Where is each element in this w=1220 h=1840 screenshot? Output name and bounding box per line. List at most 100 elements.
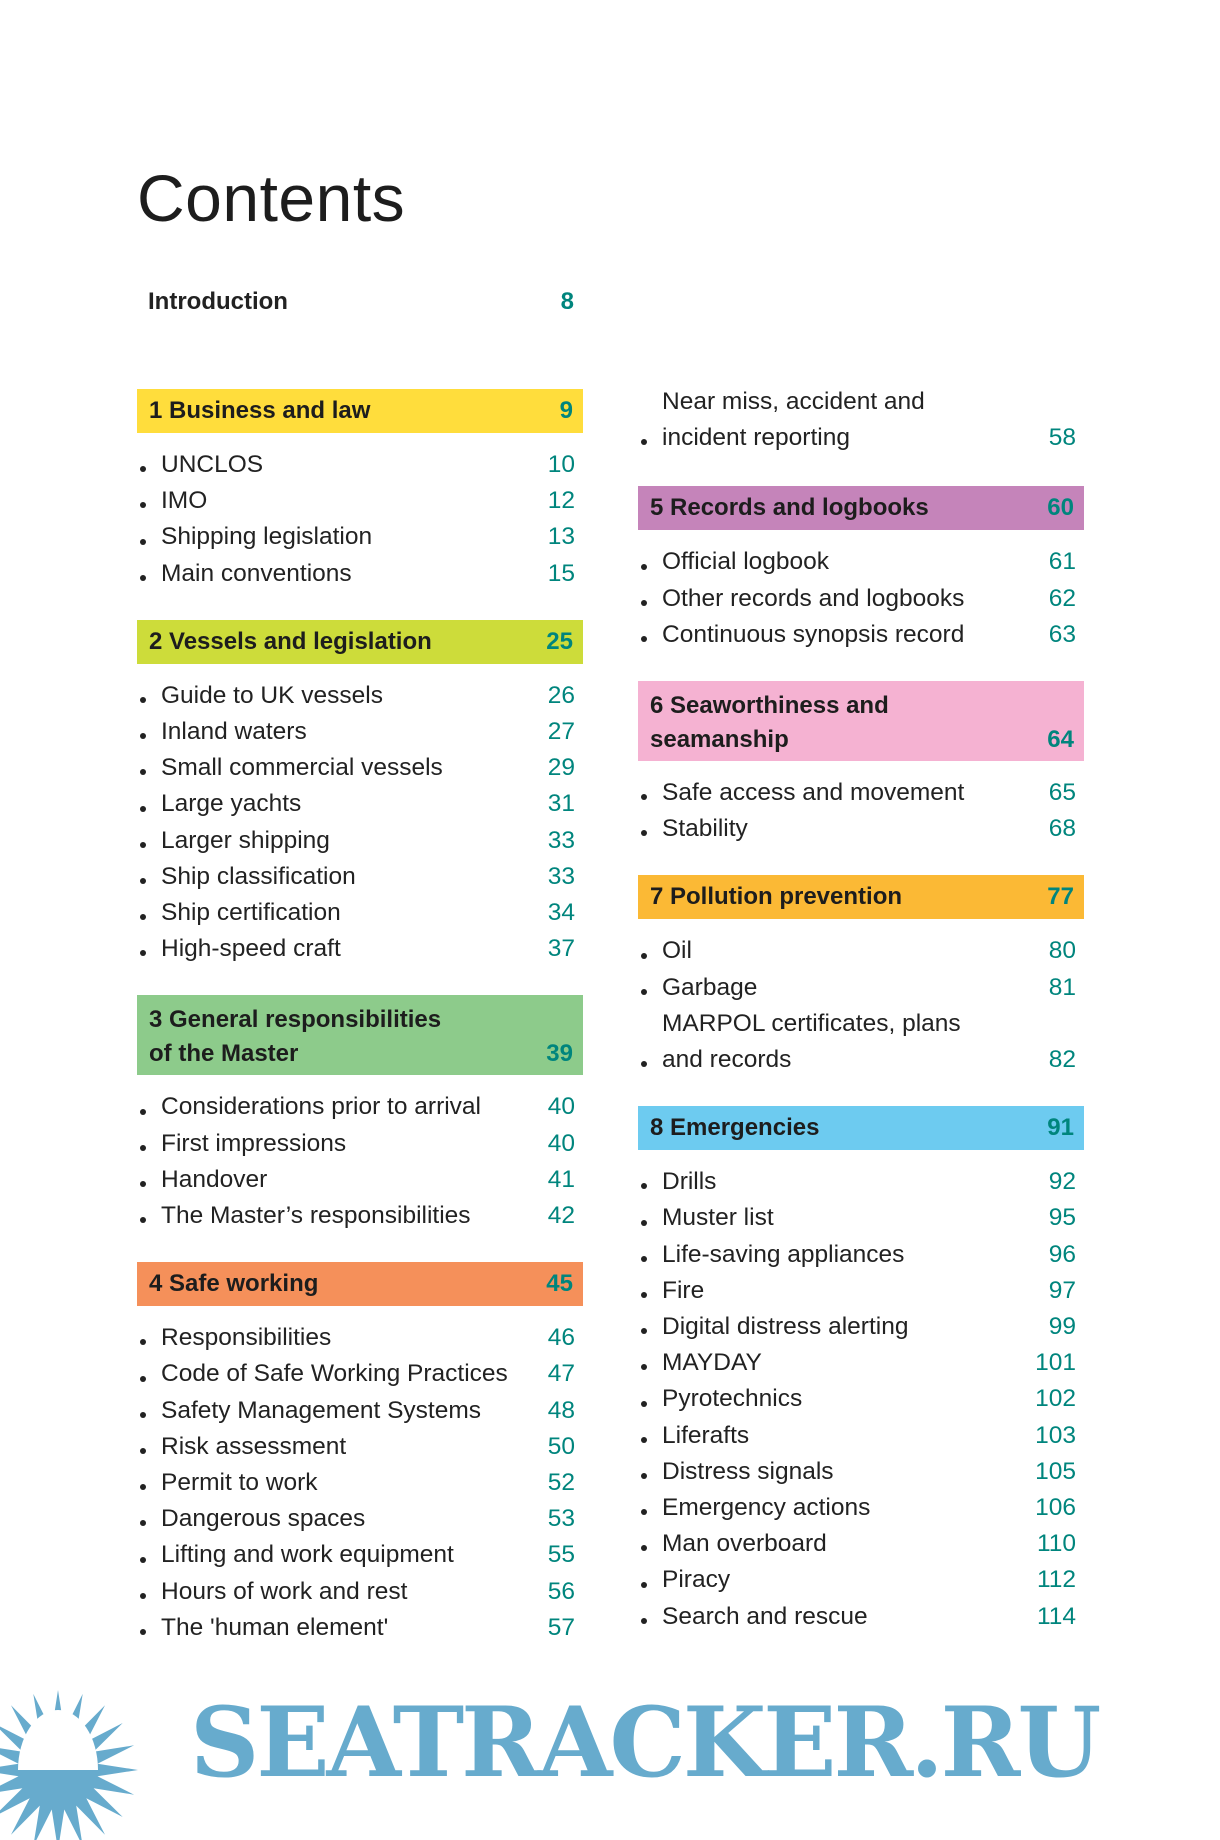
- page-number: 95: [1048, 1204, 1076, 1232]
- page-number: 63: [1048, 620, 1076, 648]
- page-number: 45: [546, 1270, 573, 1298]
- toc-item[interactable]: Piracy 112: [638, 1562, 1084, 1598]
- section-title-text: Vessels and legislation: [169, 627, 432, 655]
- toc-item[interactable]: Guide to UK vessels 26: [137, 678, 583, 714]
- section-header-5[interactable]: 5 Records and logbooks 60: [638, 486, 1084, 531]
- item-title: Digital distress alerting: [662, 1313, 909, 1341]
- toc-item[interactable]: Emergency actions 106: [638, 1490, 1084, 1526]
- item-title: High-speed craft: [161, 935, 341, 963]
- toc-section: 2 Vessels and legislation 25 Guide to UK v…: [137, 619, 583, 968]
- item-title: Risk assessment: [161, 1432, 347, 1460]
- section-header-8[interactable]: 8 Emergencies 91: [638, 1106, 1084, 1151]
- toc-item[interactable]: Shipping legislation 13: [137, 519, 583, 555]
- page-number: 99: [1048, 1313, 1076, 1341]
- page-number: 97: [1048, 1276, 1076, 1304]
- page-number: 80: [1048, 937, 1076, 965]
- page-number: 37: [547, 935, 575, 963]
- toc-item[interactable]: Man overboard 110: [638, 1526, 1084, 1562]
- page-number: 68: [1048, 815, 1076, 843]
- page-number: 33: [547, 862, 575, 890]
- section-header-6[interactable]: 6 Seaworthiness and seamanship 64: [638, 681, 1084, 762]
- sun-icon: [0, 1690, 138, 1840]
- toc-item[interactable]: Garbage 81: [638, 970, 1084, 1006]
- page-number: 40: [547, 1129, 575, 1157]
- toc-item[interactable]: Dangerous spaces 53: [137, 1501, 583, 1537]
- toc-item[interactable]: Pyrotechnics 102: [638, 1381, 1084, 1417]
- toc-item[interactable]: Other records and logbooks 62: [638, 581, 1084, 617]
- page-number: 82: [1048, 1046, 1076, 1074]
- toc-item[interactable]: Digital distress alerting 99: [638, 1309, 1084, 1345]
- toc-item[interactable]: First impressions 40: [137, 1126, 583, 1162]
- toc-item[interactable]: Liferafts 103: [638, 1418, 1084, 1454]
- page-number: 46: [547, 1324, 575, 1352]
- section-header-1[interactable]: 1 Business and law 9: [137, 389, 583, 433]
- toc-item[interactable]: Considerations prior to arrival 40: [137, 1089, 583, 1125]
- toc-item[interactable]: Code of Safe Working Practices 47: [137, 1356, 583, 1392]
- toc-section: 1 Business and law 9 UNCLOS 10 IMO 12 Shipping…: [137, 389, 583, 592]
- section-title-text: Seaworthiness and seamanship: [650, 692, 889, 754]
- page-number: 48: [547, 1396, 575, 1424]
- toc-items: Guide to UK vessels 26 Inland waters 27 Smal…: [137, 678, 583, 968]
- toc-item[interactable]: Larger shipping 33: [137, 823, 583, 859]
- page-number: 42: [547, 1202, 575, 1230]
- toc-section: 8 Emergencies 91 Drills 92 Muster list 95 Life…: [638, 1106, 1084, 1635]
- toc-item[interactable]: Near miss, accident and incident reporti…: [638, 384, 1084, 456]
- page-title: Contents: [137, 161, 406, 235]
- page-number: 50: [547, 1432, 575, 1460]
- toc-item[interactable]: Main conventions 15: [137, 556, 583, 592]
- toc-item[interactable]: Ship classification 33: [137, 859, 583, 895]
- toc-item[interactable]: Life-saving appliances 96: [638, 1237, 1084, 1273]
- toc-item[interactable]: Risk assessment 50: [137, 1429, 583, 1465]
- toc-item[interactable]: MAYDAY 101: [638, 1345, 1084, 1381]
- toc-item[interactable]: Official logbook 61: [638, 544, 1084, 580]
- toc-item[interactable]: IMO 12: [137, 483, 583, 519]
- item-title: Life-saving appliances: [662, 1240, 905, 1268]
- item-title: Handover: [161, 1165, 268, 1193]
- item-title: Muster list: [662, 1204, 774, 1232]
- toc-items: Oil 80 Garbage 81 MARPOL certificates, plans…: [638, 933, 1084, 1078]
- toc-item[interactable]: Lifting and work equipment 55: [137, 1537, 583, 1573]
- page-number: 65: [1048, 779, 1076, 807]
- toc-item[interactable]: Stability 68: [638, 811, 1084, 847]
- page-number: 47: [547, 1360, 575, 1388]
- toc-item[interactable]: Safety Management Systems 48: [137, 1393, 583, 1429]
- section-title: 5 Records and logbooks: [650, 494, 929, 522]
- toc-item[interactable]: The Master’s responsibilities 42: [137, 1198, 583, 1234]
- item-title: Inland waters: [161, 718, 307, 746]
- toc-item[interactable]: Hours of work and rest 56: [137, 1574, 583, 1610]
- toc-items: Safe access and movement 65 Stability 68: [638, 775, 1084, 847]
- toc-item[interactable]: Continuous synopsis record 63: [638, 617, 1084, 653]
- toc-items: Official logbook 61 Other records and logb…: [638, 544, 1084, 653]
- page-number: 8: [560, 288, 574, 315]
- section-header-2[interactable]: 2 Vessels and legislation 25: [137, 619, 583, 664]
- toc-item[interactable]: Drills 92: [638, 1164, 1084, 1200]
- section-header-4[interactable]: 4 Safe working 45: [137, 1262, 583, 1307]
- section-header-7[interactable]: 7 Pollution prevention 77: [638, 875, 1084, 920]
- toc-item[interactable]: The 'human element' 57: [137, 1610, 583, 1646]
- toc-item[interactable]: Large yachts 31: [137, 786, 583, 822]
- toc-item[interactable]: Handover 41: [137, 1162, 583, 1198]
- toc-item[interactable]: Muster list 95: [638, 1200, 1084, 1236]
- toc-item[interactable]: UNCLOS 10: [137, 447, 583, 483]
- toc-item[interactable]: Responsibilities 46: [137, 1320, 583, 1356]
- item-title: Stability: [662, 815, 748, 843]
- toc-items: Near miss, accident and incident reporti…: [638, 384, 1084, 456]
- toc-item[interactable]: High-speed craft 37: [137, 931, 583, 967]
- toc-item[interactable]: Permit to work 52: [137, 1465, 583, 1501]
- toc-item[interactable]: Search and rescue 114: [638, 1599, 1084, 1635]
- toc-item[interactable]: Ship certification 34: [137, 895, 583, 931]
- toc-item[interactable]: Inland waters 27: [137, 714, 583, 750]
- toc-item[interactable]: Small commercial vessels 29: [137, 750, 583, 786]
- toc-item[interactable]: Oil 80: [638, 933, 1084, 969]
- item-title: UNCLOS: [161, 451, 264, 478]
- toc-entry-introduction[interactable]: Introduction 8: [148, 288, 574, 316]
- item-title: The Master’s responsibilities: [161, 1202, 471, 1230]
- toc-item[interactable]: MARPOL certificates, plans and records 82: [638, 1006, 1084, 1078]
- item-title: Near miss, accident and incident reporti…: [662, 388, 925, 452]
- toc-item[interactable]: Fire 97: [638, 1273, 1084, 1309]
- toc-left-column: 1 Business and law 9 UNCLOS 10 IMO 12 Shipping…: [137, 389, 583, 1674]
- toc-item[interactable]: Safe access and movement 65: [638, 775, 1084, 811]
- page-number: 114: [1036, 1602, 1076, 1630]
- toc-item[interactable]: Distress signals 105: [638, 1454, 1084, 1490]
- section-header-3[interactable]: 3 General responsibilities of the Master…: [137, 995, 583, 1076]
